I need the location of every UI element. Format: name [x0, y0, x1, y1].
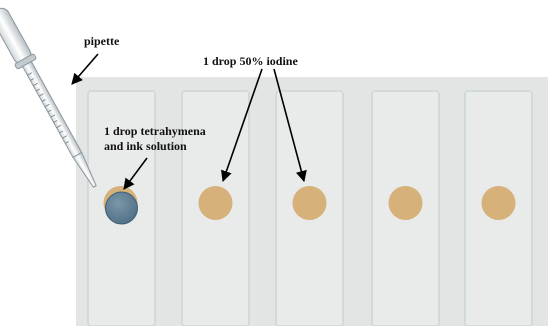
ink-drop-overlay [105, 191, 138, 225]
tetra-arrow [123, 157, 148, 190]
drops-group [103, 186, 516, 225]
iodine-arrow-2 [273, 68, 307, 183]
pipette-icon [0, 7, 97, 188]
tetrahymena-label-line1: 1 drop tetrahymena [104, 124, 206, 138]
iodine-drop-5 [481, 186, 516, 220]
iodine-drop-3 [292, 186, 327, 220]
iodine-drop-4 [388, 186, 423, 220]
pipette-label: pipette [84, 34, 120, 48]
pipette-arrow [71, 53, 99, 85]
iodine-drop-2 [198, 186, 233, 220]
tetrahymena-label: 1 drop tetrahymena and ink solution [104, 124, 206, 154]
iodine-arrow-1 [221, 68, 263, 183]
tetrahymena-label-line2: and ink solution [104, 139, 187, 153]
iodine-label: 1 drop 50% iodine [203, 54, 298, 68]
